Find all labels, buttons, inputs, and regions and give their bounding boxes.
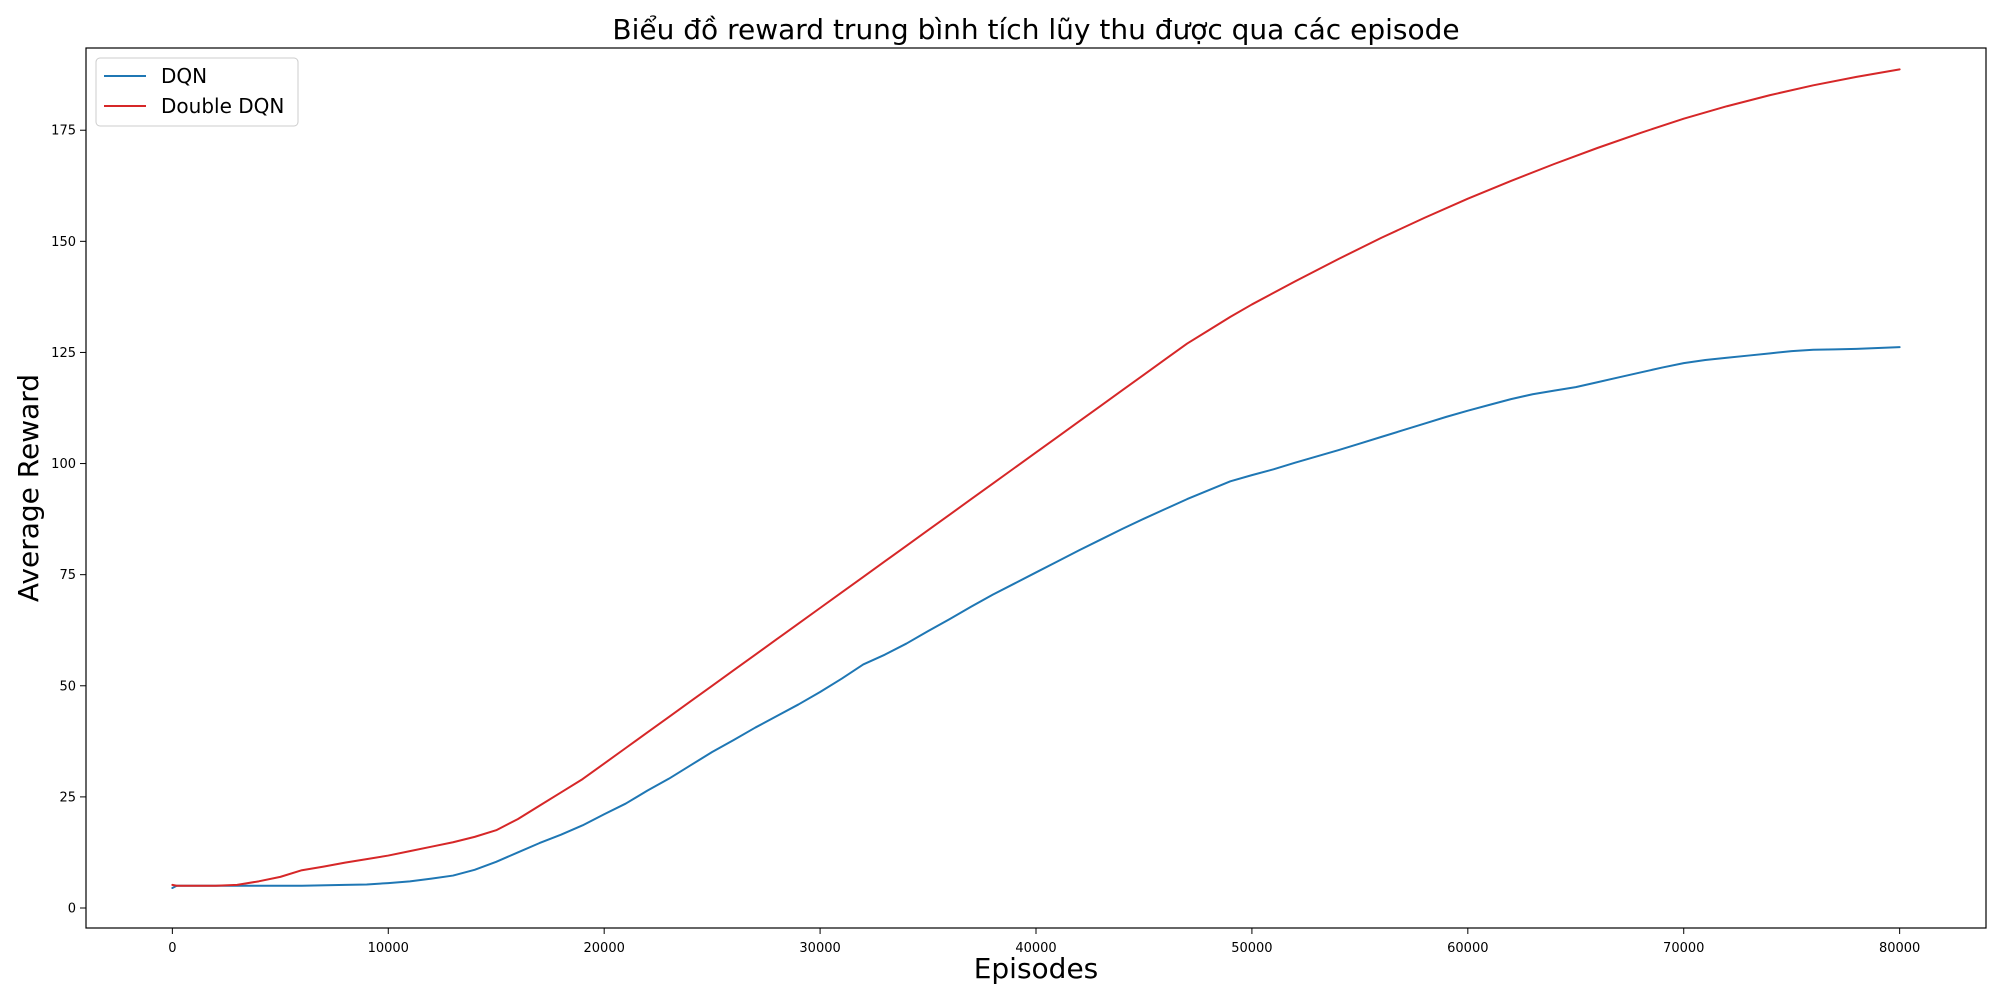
x-tick-label: 70000: [1663, 941, 1704, 956]
legend-frame: [95, 57, 299, 127]
y-tick-label: 100: [51, 457, 76, 472]
y-tick-label: 150: [51, 235, 76, 250]
x-tick-label: 10000: [368, 941, 409, 956]
x-tick-label: 0: [168, 941, 176, 956]
x-tick-label: 50000: [1231, 941, 1272, 956]
x-tick-label: 40000: [1015, 941, 1056, 956]
x-tick-label: 80000: [1879, 941, 1920, 956]
legend-label-double-dqn: Double DQN: [161, 94, 284, 118]
y-tick-label: 125: [51, 346, 76, 361]
legend: DQN Double DQN: [95, 57, 299, 127]
series-line-dqn: [171, 346, 1901, 889]
y-tick-label: 75: [59, 568, 76, 583]
x-axis-label: Episodes: [974, 952, 1099, 985]
x-axis-ticks: 0 10000 20000 30000 40000 50000 60000 70000 8000…: [168, 928, 1920, 956]
y-tick-label: 25: [59, 790, 76, 805]
x-tick-label: 60000: [1447, 941, 1488, 956]
y-tick-label: 0: [68, 902, 76, 917]
chart-title: Biểu đồ reward trung bình tích lũy thu đ…: [612, 13, 1459, 46]
legend-label-dqn: DQN: [161, 64, 207, 88]
y-axis-ticks: 0 25 50 75 100 125 150 175: [51, 124, 86, 917]
y-tick-label: 175: [51, 124, 76, 139]
y-tick-label: 50: [59, 679, 76, 694]
series-lines: [171, 68, 1901, 889]
x-tick-label: 20000: [584, 941, 625, 956]
x-tick-label: 30000: [799, 941, 840, 956]
y-axis-label: Average Reward: [12, 374, 45, 602]
series-line-double-dqn: [171, 68, 1901, 887]
plot-area-frame: [85, 47, 1987, 929]
